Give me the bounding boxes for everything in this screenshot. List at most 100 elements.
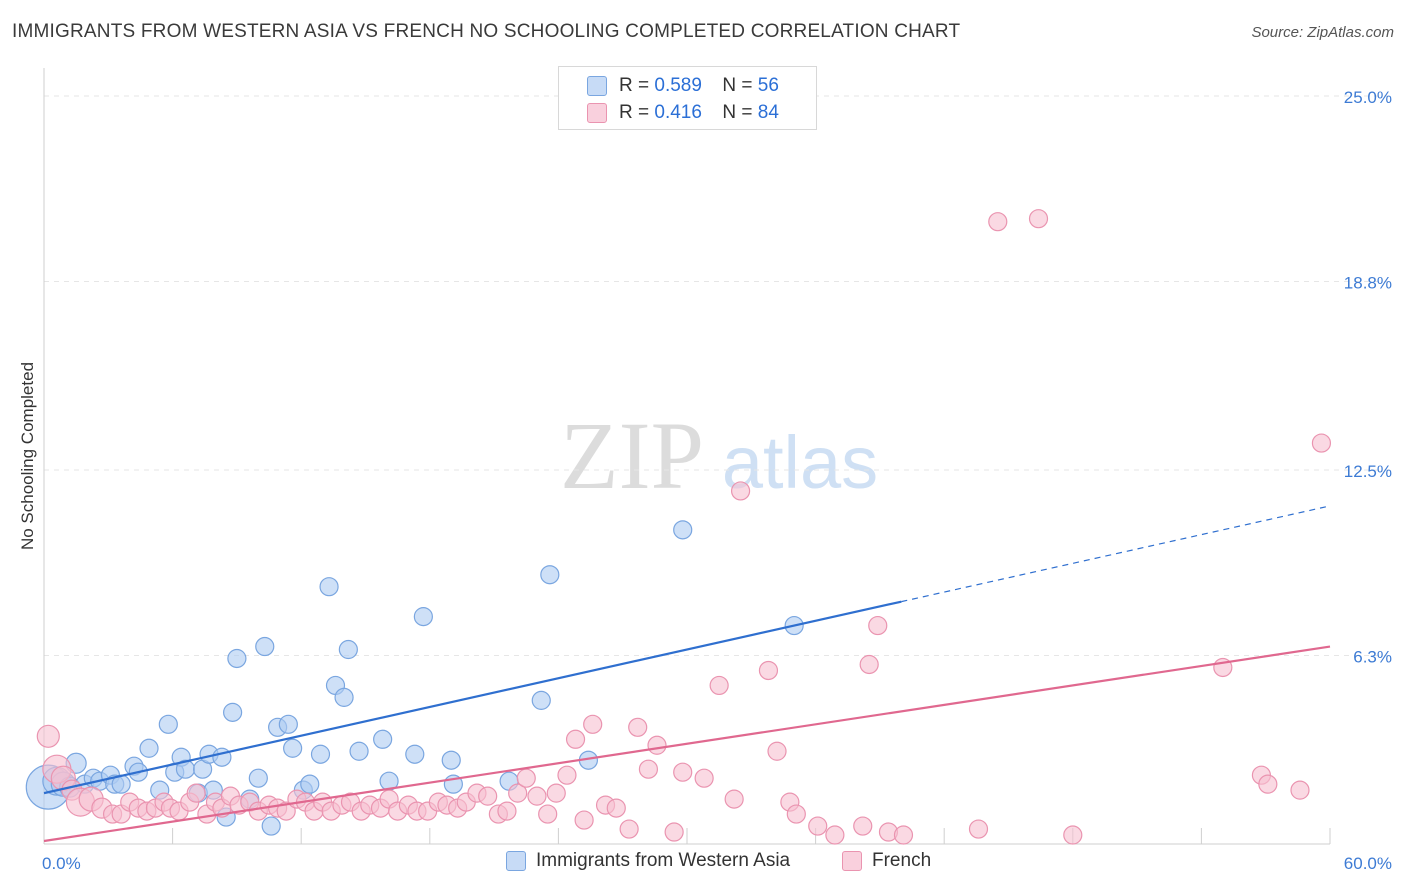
french-point-77: [825, 825, 845, 845]
source-credit: Source: ZipAtlas.com: [1251, 24, 1394, 41]
series-legend: Immigrants from Western Asia French: [0, 850, 1406, 880]
french-point-17: [186, 783, 206, 803]
french-point-59: [583, 714, 603, 734]
french-point-80: [868, 615, 888, 636]
immigrants-point-49: [531, 690, 551, 710]
french-point-66: [664, 822, 684, 842]
french-point-90: [1290, 780, 1310, 800]
legend-r-label: R =: [619, 102, 650, 123]
french-point-68: [694, 768, 714, 788]
french-point-52: [516, 768, 536, 788]
french-point-65: [647, 735, 667, 755]
french-point-50: [497, 801, 517, 821]
trend-line-french: [43, 645, 1331, 843]
french-point-75: [786, 804, 806, 824]
french-point-53: [527, 786, 547, 806]
french-point-84: [988, 212, 1008, 232]
immigrants-point-46: [441, 750, 461, 770]
immigrants-point-28: [248, 768, 268, 788]
french-point-62: [619, 819, 639, 839]
axes: [43, 68, 1331, 845]
french-point-71: [730, 481, 751, 501]
legend-swatch-blue: [587, 76, 607, 96]
immigrants-point-33: [283, 738, 303, 758]
legend-row-blue: R = 0.589 N = 56: [587, 75, 779, 97]
x-tick-label-1: 60.0%: [1344, 854, 1392, 873]
french-point-79: [859, 654, 879, 675]
french-point-76: [808, 816, 828, 836]
french-point-56: [557, 765, 577, 785]
french-point-57: [565, 729, 586, 749]
trend-lines: [43, 505, 1331, 843]
trend-line-immigrants: [43, 600, 902, 795]
y-tick-label-2: 18.8%: [1344, 274, 1392, 293]
french-point-55: [546, 783, 566, 803]
immigrants-point-37: [319, 577, 339, 597]
french-point-85: [1028, 209, 1049, 229]
french-point-51: [508, 783, 528, 803]
legend-row-pink: R = 0.416 N = 84: [587, 102, 779, 124]
immigrants-point-36: [310, 744, 331, 764]
legend-n-value: 56: [757, 75, 779, 96]
immigrants-point-30: [261, 816, 281, 836]
french-point-58: [574, 810, 594, 830]
legend-label-immigrants: Immigrants from Western Asia: [536, 850, 791, 871]
trend-line-immigrants-extension: [901, 505, 1331, 603]
legend-r-value: 0.416: [654, 102, 702, 123]
legend-label-french: French: [872, 850, 932, 871]
french-point-69: [709, 675, 729, 696]
french-point-61: [606, 798, 626, 818]
immigrants-point-42: [373, 729, 393, 749]
legend-n-value: 84: [757, 102, 779, 123]
french-point-48: [478, 786, 498, 806]
legend-item-immigrants[interactable]: Immigrants from Western Asia: [506, 850, 790, 872]
legend-r-label: R =: [619, 75, 650, 96]
french-point-70: [724, 789, 744, 809]
french-point-82: [893, 825, 914, 845]
tick-labels: 6.3% 12.5% 18.8% 25.0% 0.0% 60.0%: [42, 88, 1392, 873]
immigrants-point-25: [223, 702, 243, 722]
legend-swatch-pink: [587, 103, 607, 123]
legend-item-french[interactable]: French: [842, 850, 931, 872]
immigrants-point-40: [338, 639, 358, 660]
french-point-91: [1311, 433, 1332, 453]
gridlines: [44, 95, 1390, 657]
legend-n-label: N =: [722, 102, 753, 123]
immigrants-point-26: [227, 648, 247, 669]
series-french: [36, 209, 1332, 845]
y-tick-label-1: 12.5%: [1344, 462, 1392, 481]
french-point-86: [1063, 825, 1083, 845]
watermark: ZIP atlas: [560, 402, 878, 509]
immigrants-point-39: [334, 687, 354, 707]
immigrants-point-35: [300, 774, 320, 794]
french-point-72: [758, 660, 779, 681]
french-point-0: [36, 724, 60, 748]
french-point-63: [628, 717, 648, 737]
french-point-83: [968, 819, 989, 839]
french-point-27: [276, 801, 296, 821]
immigrants-point-44: [405, 744, 425, 764]
immigrants-point-29: [255, 636, 275, 657]
immigrants-point-15: [158, 714, 178, 734]
immigrants-point-32: [278, 714, 298, 734]
y-tick-label-3: 25.0%: [1344, 88, 1392, 107]
immigrants-point-52: [673, 520, 693, 540]
y-tick-label-0: 6.3%: [1353, 648, 1392, 667]
french-point-73: [767, 741, 787, 761]
french-point-89: [1258, 774, 1278, 794]
immigrants-point-13: [139, 738, 159, 758]
legend-r-value: 0.589: [654, 75, 702, 96]
immigrants-point-41: [349, 741, 369, 761]
french-point-78: [853, 816, 873, 836]
legend-swatch-french: [842, 851, 862, 871]
french-point-54: [538, 804, 558, 824]
immigrants-point-50: [540, 565, 560, 585]
watermark-zip: ZIP: [560, 402, 704, 509]
chart-title: IMMIGRANTS FROM WESTERN ASIA VS FRENCH N…: [12, 21, 961, 42]
french-point-64: [638, 759, 659, 779]
legend-n-label: N =: [722, 75, 753, 96]
x-tick-label-0: 0.0%: [42, 854, 81, 873]
french-point-67: [673, 762, 693, 782]
immigrants-point-45: [413, 607, 433, 627]
